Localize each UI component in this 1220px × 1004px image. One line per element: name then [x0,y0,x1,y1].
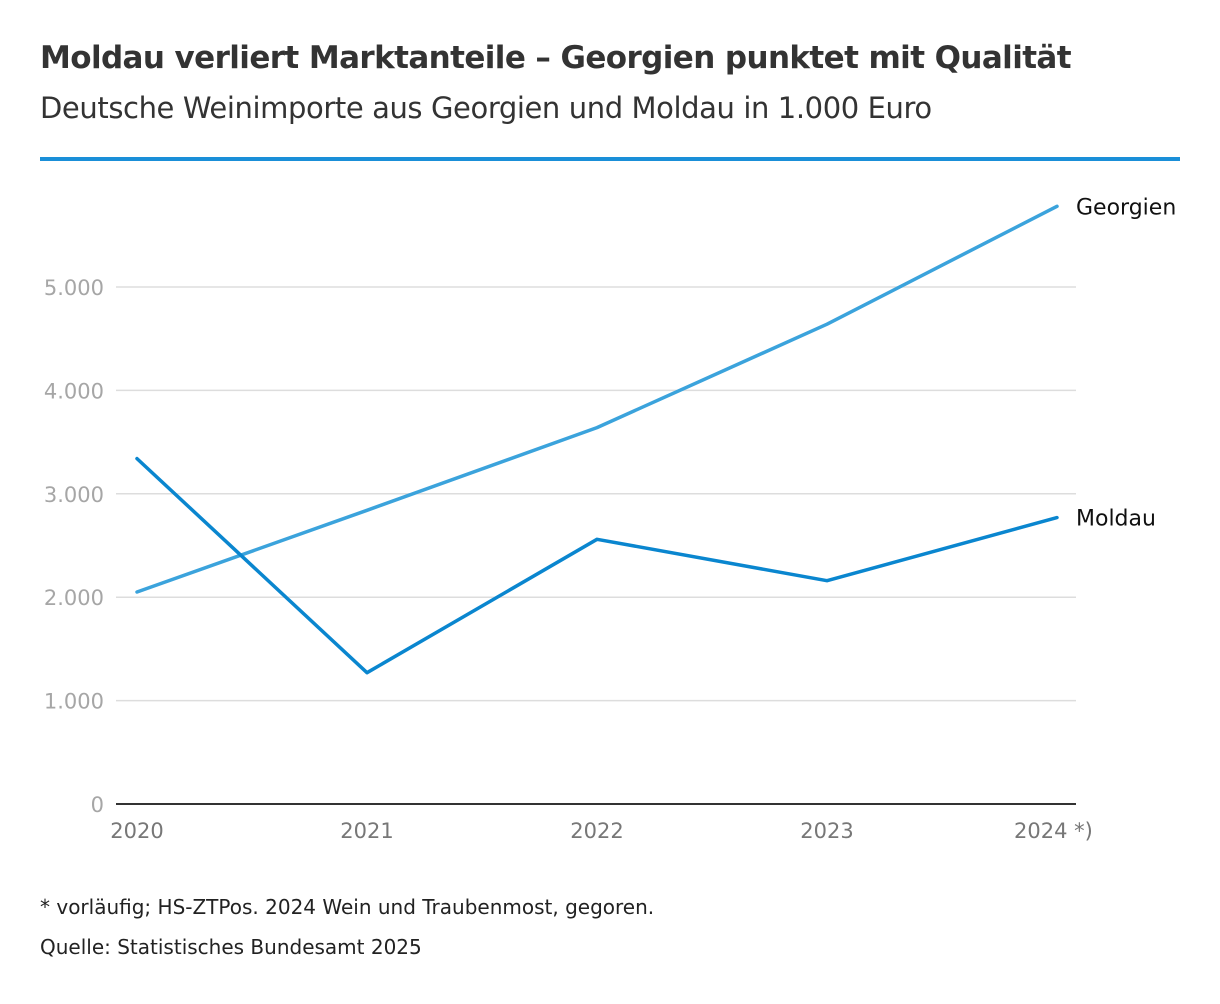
series-lines [135,204,1059,675]
y-tick-label: 1.000 [44,690,104,714]
x-tick-label: 2021 [340,819,393,843]
y-tick-label: 5.000 [44,276,104,300]
series-line-moldau [135,456,1059,675]
y-tick-label: 3.000 [44,483,104,507]
y-tick-label: 0 [91,793,104,817]
x-tick-label: 2024 *) [1014,819,1093,843]
series-line-georgien [135,204,1059,594]
footnote: * vorläufig; HS-ZTPos. 2024 Wein und Tra… [40,895,655,919]
x-axis-ticks: 2020 2021 2022 2023 2024 *) [110,819,1093,843]
source-note: Quelle: Statistisches Bundesamt 2025 [40,935,422,959]
chart-title: Moldau verliert Marktanteile – Georgien … [40,40,1072,76]
y-tick-label: 2.000 [44,586,104,610]
x-tick-label: 2022 [570,819,623,843]
series-labels: Georgien Moldau [1076,195,1176,531]
series-label-georgien: Georgien [1076,195,1176,220]
x-tick-label: 2023 [800,819,853,843]
title-rule [40,157,1180,161]
y-tick-label: 4.000 [44,379,104,403]
gridlines [116,286,1076,805]
y-axis-ticks: 0 1.000 2.000 3.000 4.000 5.000 [44,276,104,817]
chart-subtitle: Deutsche Weinimporte aus Georgien und Mo… [40,91,932,125]
series-label-moldau: Moldau [1076,507,1156,532]
x-tick-label: 2020 [110,819,163,843]
